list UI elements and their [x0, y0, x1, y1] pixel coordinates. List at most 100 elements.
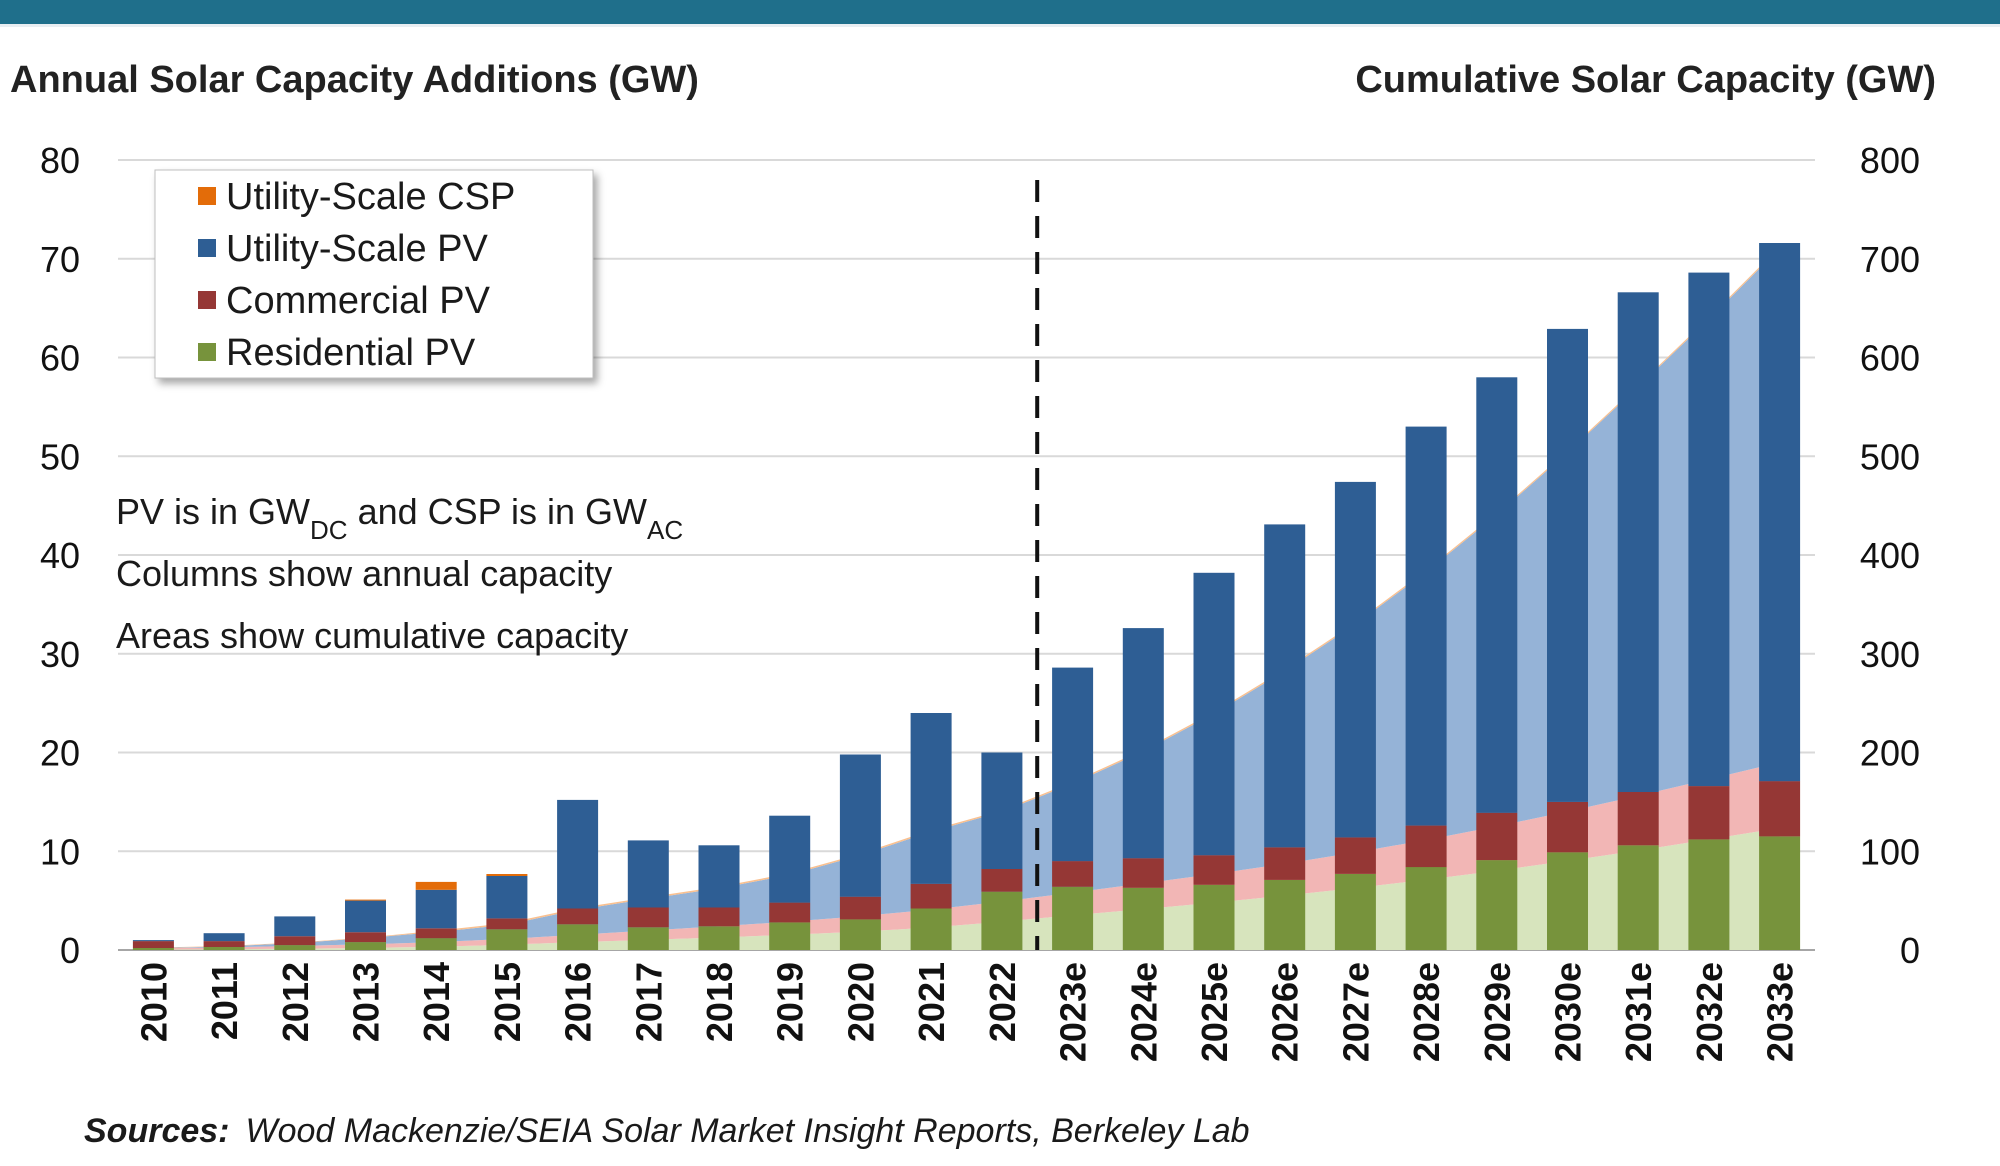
right-tick-label: 700 — [1860, 239, 1920, 280]
legend-label-residential-pv: Residential PV — [226, 332, 476, 374]
x-tick-label: 2015 — [487, 962, 528, 1042]
x-tick-label: 2018 — [699, 962, 740, 1042]
bar-utility-scale-pv-2033e — [1759, 243, 1801, 782]
bar-utility-scale-csp-2013 — [345, 899, 386, 901]
bar-utility-scale-pv-2026e — [1264, 524, 1306, 848]
bar-commercial-pv-2022 — [981, 869, 1023, 892]
bar-commercial-pv-2023e — [1052, 861, 1094, 887]
x-tick-label: 2026e — [1265, 962, 1306, 1062]
bar-commercial-pv-2026e — [1264, 847, 1306, 880]
bar-commercial-pv-2020 — [839, 896, 881, 920]
bar-commercial-pv-2029e — [1476, 812, 1518, 861]
right-tick-label: 100 — [1860, 831, 1920, 872]
legend: Utility-Scale CSP Utility-Scale PV Commerc… — [154, 169, 594, 379]
x-tick-label: 2017 — [628, 962, 669, 1042]
legend-swatch-residential-pv — [198, 343, 216, 361]
x-tick-label: 2033e — [1760, 962, 1801, 1062]
bar-commercial-pv-2033e — [1759, 781, 1801, 837]
bar-commercial-pv-2031e — [1617, 792, 1659, 846]
bar-residential-pv-2023e — [1052, 886, 1094, 950]
bar-utility-scale-pv-2013 — [345, 900, 386, 933]
bar-utility-scale-pv-2025e — [1193, 572, 1235, 856]
bar-commercial-pv-2015 — [486, 918, 528, 930]
bar-commercial-pv-2032e — [1688, 786, 1730, 840]
bar-residential-pv-2010 — [132, 948, 174, 950]
right-tick-label: 300 — [1860, 634, 1920, 675]
x-tick-label: 2023e — [1053, 962, 1094, 1062]
legend-swatch-utility-scale-pv — [198, 239, 216, 257]
bar-utility-scale-pv-2020 — [839, 754, 881, 897]
right-tick-label: 500 — [1860, 436, 1920, 477]
right-tick-label: 800 — [1860, 140, 1920, 181]
bar-utility-scale-csp-2015 — [486, 874, 528, 876]
x-tick-label: 2027e — [1335, 962, 1376, 1062]
bar-residential-pv-2031e — [1617, 845, 1659, 950]
bar-commercial-pv-2017 — [627, 907, 669, 928]
legend-swatch-commercial-pv — [198, 291, 216, 309]
bar-commercial-pv-2028e — [1405, 825, 1447, 868]
right-y-axis-ticks: 0 100 200 300 400 500 600 700 800 — [1860, 140, 1920, 971]
x-tick-label: 2016 — [558, 962, 599, 1042]
bar-utility-scale-pv-2032e — [1688, 272, 1730, 787]
bar-commercial-pv-2010 — [132, 941, 174, 948]
bar-residential-pv-2013 — [345, 942, 386, 950]
bar-utility-scale-pv-2018 — [698, 845, 740, 908]
bar-residential-pv-2025e — [1193, 884, 1235, 950]
area-commercial-pv — [153, 762, 1780, 950]
x-tick-label: 2014 — [416, 962, 457, 1042]
left-tick-label: 70 — [40, 239, 80, 280]
bar-residential-pv-2017 — [627, 927, 669, 950]
bar-residential-pv-2022 — [981, 891, 1023, 950]
bar-commercial-pv-2016 — [557, 908, 599, 925]
bar-utility-scale-pv-2011 — [203, 933, 245, 942]
bar-utility-scale-pv-2010 — [132, 940, 174, 942]
left-tick-label: 50 — [40, 436, 80, 477]
bar-commercial-pv-2021 — [910, 883, 952, 909]
bar-utility-scale-pv-2027e — [1334, 481, 1376, 838]
bar-utility-scale-pv-2019 — [769, 815, 811, 903]
bar-utility-scale-pv-2017 — [627, 840, 669, 908]
bar-residential-pv-2019 — [769, 922, 811, 950]
bar-utility-scale-pv-2031e — [1617, 292, 1659, 792]
right-tick-label: 600 — [1860, 338, 1920, 379]
x-tick-label: 2032e — [1689, 962, 1730, 1062]
bar-commercial-pv-2012 — [274, 936, 316, 946]
x-tick-label: 2022 — [982, 962, 1023, 1042]
bar-utility-scale-pv-2023e — [1052, 667, 1094, 862]
bar-commercial-pv-2030e — [1547, 801, 1588, 853]
x-axis-labels: 2010 2011 2012 2013 2014 2015 2016 2017 2018 2019… — [133, 962, 1800, 1062]
bar-commercial-pv-2013 — [345, 932, 386, 943]
left-tick-label: 60 — [40, 338, 80, 379]
top-accent-line — [0, 24, 2000, 27]
x-tick-label: 2031e — [1618, 962, 1659, 1062]
notes: PV is in GWDC and CSP is in GWAC Columns… — [116, 491, 683, 656]
x-tick-label: 2029e — [1477, 962, 1518, 1062]
bar-utility-scale-pv-2022 — [981, 752, 1023, 869]
bar-utility-scale-pv-2015 — [486, 875, 528, 919]
sources-line: Sources: Wood Mackenzie/SEIA Solar Market… — [84, 1112, 1250, 1150]
bar-commercial-pv-2024e — [1122, 858, 1164, 888]
bar-residential-pv-2032e — [1688, 839, 1730, 950]
left-tick-label: 10 — [40, 831, 80, 872]
right-tick-label: 0 — [1900, 930, 1920, 971]
x-tick-label: 2030e — [1548, 962, 1589, 1062]
left-y-axis-ticks: 0 10 20 30 40 50 60 70 80 — [40, 140, 80, 971]
annual-bars — [132, 243, 1801, 950]
bar-utility-scale-pv-2029e — [1476, 377, 1518, 813]
right-axis-title: Cumulative Solar Capacity (GW) — [1355, 59, 1936, 101]
top-accent-bar — [0, 0, 2000, 24]
x-tick-label: 2025e — [1194, 962, 1235, 1062]
bar-commercial-pv-2027e — [1334, 837, 1376, 874]
bar-residential-pv-2028e — [1405, 867, 1447, 950]
left-tick-label: 0 — [60, 930, 80, 971]
x-tick-label: 2012 — [275, 962, 316, 1042]
legend-label-utility-scale-pv: Utility-Scale PV — [226, 228, 488, 270]
x-tick-label: 2010 — [133, 962, 174, 1042]
left-axis-title: Annual Solar Capacity Additions (GW) — [10, 59, 699, 101]
bar-commercial-pv-2014 — [415, 928, 457, 939]
bar-utility-scale-pv-2012 — [274, 916, 316, 937]
x-tick-label: 2020 — [840, 962, 881, 1042]
bar-residential-pv-2020 — [839, 919, 881, 950]
right-tick-label: 200 — [1860, 733, 1920, 774]
